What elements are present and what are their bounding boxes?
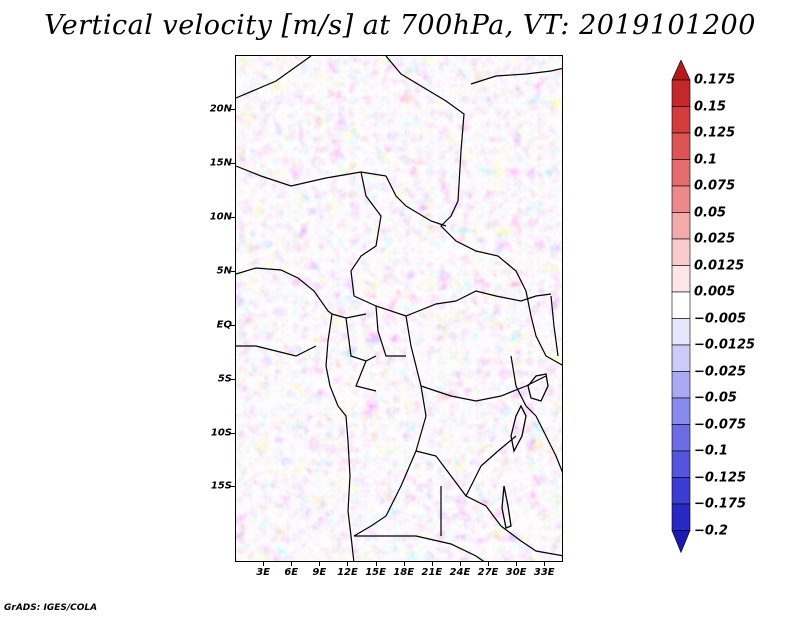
- map-title: Vertical velocity [m/s] at 700hPa, VT: 2…: [44, 10, 756, 41]
- colorbar-level-label: −0.0125: [694, 337, 756, 353]
- lat-tick-label: 5N: [216, 265, 232, 277]
- colorbar-segment: [671, 530, 691, 554]
- lat-tick-label: 5S: [217, 373, 232, 385]
- colorbar-level-label: −0.05: [694, 390, 737, 406]
- lat-tick-mark: [231, 216, 235, 218]
- lat-tick-mark: [231, 432, 235, 434]
- colorbar-level-label: 0.175: [694, 72, 736, 88]
- colorbar-segment: [671, 450, 691, 478]
- map-panel: [235, 55, 563, 562]
- colorbar-segment: [671, 60, 691, 81]
- colorbar-segment: [671, 106, 691, 134]
- colorbar-level-label: 0.025: [694, 231, 736, 247]
- colorbar-level-label: −0.025: [694, 364, 747, 379]
- colorbar: [671, 60, 691, 554]
- colorbar-level-label: 0.05: [694, 205, 727, 220]
- colorbar-segment: [671, 503, 691, 531]
- lon-tick-mark: [291, 562, 293, 566]
- lon-tick-label: 21E: [421, 567, 443, 578]
- colorbar-segment: [671, 424, 691, 452]
- colorbar-segment: [671, 212, 691, 240]
- lat-tick-mark: [231, 324, 235, 326]
- lon-tick-mark: [347, 562, 349, 566]
- colorbar-segment: [671, 397, 691, 425]
- lat-tick-label: EQ: [216, 319, 232, 331]
- lon-tick-label: 3E: [256, 567, 271, 578]
- lon-tick-mark: [516, 562, 518, 566]
- software-credit: GrADS: IGES/COLA: [4, 603, 98, 613]
- colorbar-level-label: 0.075: [694, 178, 736, 194]
- lon-tick-mark: [263, 562, 265, 566]
- lakes: [501, 373, 549, 529]
- colorbar-level-label: 0.0125: [694, 258, 745, 273]
- lat-tick-mark: [231, 486, 235, 488]
- lat-tick-label: 10N: [209, 211, 232, 223]
- colorbar-segment: [671, 265, 691, 293]
- colorbar-segment: [671, 291, 691, 319]
- lon-tick-label: 9E: [312, 567, 327, 578]
- lat-tick-mark: [231, 378, 235, 380]
- lon-tick-mark: [319, 562, 321, 566]
- lat-tick-label: 15N: [209, 157, 232, 169]
- lat-tick-label: 15S: [210, 480, 232, 492]
- lat-tick-label: 10S: [210, 427, 232, 439]
- lon-tick-label: 15E: [365, 567, 386, 578]
- lon-tick-mark: [488, 562, 490, 566]
- colorbar-segment: [671, 371, 691, 399]
- lat-tick-mark: [231, 270, 235, 272]
- colorbar-level-label: −0.2: [694, 523, 728, 538]
- colorbar-level-label: 0.15: [694, 99, 727, 114]
- lat-tick-mark: [231, 108, 235, 110]
- lon-tick-label: 27E: [477, 567, 499, 578]
- colorbar-segment: [671, 159, 691, 187]
- lon-tick-mark: [403, 562, 405, 566]
- colorbar-level-label: 0.125: [694, 125, 736, 141]
- lat-tick-label: 20N: [209, 103, 232, 115]
- colorbar-segment: [671, 318, 691, 346]
- lon-tick-label: 6E: [284, 567, 299, 578]
- lon-tick-label: 33E: [533, 567, 555, 578]
- colorbar-segment: [671, 344, 691, 372]
- lat-tick-mark: [231, 162, 235, 164]
- colorbar-level-label: −0.175: [694, 496, 747, 512]
- colorbar-segment: [671, 132, 691, 160]
- lon-tick-label: 12E: [337, 567, 358, 578]
- colorbar-level-label: −0.125: [694, 470, 747, 485]
- colorbar-level-label: 0.005: [694, 284, 736, 300]
- country-borders: [236, 56, 562, 561]
- colorbar-segment: [671, 185, 691, 213]
- colorbar-segment: [671, 79, 691, 107]
- colorbar-level-label: 0.1: [694, 152, 718, 167]
- lon-tick-label: 24E: [449, 567, 471, 578]
- colorbar-level-label: −0.005: [694, 311, 747, 326]
- colorbar-segment: [671, 477, 691, 505]
- lon-tick-mark: [544, 562, 546, 566]
- colorbar-segment: [671, 238, 691, 266]
- lon-tick-mark: [431, 562, 433, 566]
- lon-tick-label: 30E: [505, 567, 527, 578]
- colorbar-level-label: −0.1: [694, 443, 728, 459]
- lon-tick-label: 18E: [393, 567, 415, 578]
- velocity-field-map: [236, 56, 562, 561]
- lon-tick-mark: [459, 562, 461, 566]
- colorbar-level-label: −0.075: [694, 417, 747, 432]
- lon-tick-mark: [375, 562, 377, 566]
- field-downdraft-speckle: [236, 56, 562, 561]
